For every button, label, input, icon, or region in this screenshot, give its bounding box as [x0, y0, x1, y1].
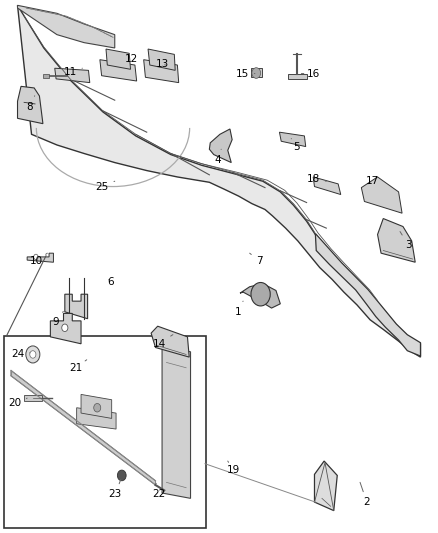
- Circle shape: [30, 351, 36, 358]
- Text: 2: 2: [360, 482, 370, 507]
- Polygon shape: [18, 5, 115, 48]
- Text: 24: 24: [11, 350, 30, 359]
- Text: 4: 4: [215, 149, 221, 165]
- Text: 20: 20: [8, 398, 27, 408]
- Polygon shape: [378, 219, 415, 262]
- Circle shape: [117, 470, 126, 481]
- Polygon shape: [11, 370, 155, 485]
- Text: 25: 25: [95, 181, 115, 191]
- Polygon shape: [313, 177, 341, 195]
- Polygon shape: [18, 5, 420, 357]
- Polygon shape: [162, 346, 191, 498]
- Circle shape: [62, 324, 68, 332]
- Polygon shape: [77, 408, 116, 429]
- Polygon shape: [251, 68, 262, 77]
- Polygon shape: [288, 74, 307, 79]
- Text: 6: 6: [107, 278, 114, 287]
- FancyBboxPatch shape: [4, 336, 206, 528]
- Circle shape: [94, 403, 101, 412]
- Polygon shape: [27, 253, 53, 262]
- Text: 9: 9: [53, 311, 63, 327]
- Text: 14: 14: [152, 335, 173, 349]
- Text: 10: 10: [30, 253, 47, 266]
- Circle shape: [34, 254, 38, 260]
- Polygon shape: [279, 132, 306, 147]
- Polygon shape: [24, 395, 42, 401]
- Text: 16: 16: [301, 69, 320, 78]
- Text: 13: 13: [155, 59, 169, 69]
- Text: 23: 23: [109, 480, 122, 499]
- Circle shape: [252, 68, 261, 78]
- Text: 11: 11: [64, 67, 82, 77]
- Text: 12: 12: [125, 54, 138, 63]
- Polygon shape: [65, 294, 88, 319]
- Text: 15: 15: [236, 69, 255, 78]
- Text: 17: 17: [366, 176, 379, 186]
- Text: 7: 7: [250, 253, 263, 266]
- Polygon shape: [18, 86, 43, 124]
- Polygon shape: [106, 49, 131, 69]
- Text: 3: 3: [400, 231, 412, 250]
- Polygon shape: [315, 233, 420, 356]
- Polygon shape: [144, 60, 179, 83]
- Text: 8: 8: [26, 96, 35, 111]
- Polygon shape: [314, 461, 337, 511]
- Text: 22: 22: [152, 483, 166, 499]
- Polygon shape: [209, 129, 232, 163]
- Polygon shape: [148, 49, 175, 70]
- Text: 1: 1: [234, 301, 243, 317]
- Text: 5: 5: [291, 139, 300, 151]
- Polygon shape: [43, 74, 49, 78]
- Polygon shape: [100, 60, 137, 81]
- Polygon shape: [240, 284, 280, 308]
- Polygon shape: [81, 394, 112, 418]
- Polygon shape: [361, 177, 402, 213]
- Text: 21: 21: [69, 360, 87, 373]
- Circle shape: [26, 346, 40, 363]
- Polygon shape: [50, 313, 81, 344]
- Text: 19: 19: [227, 461, 240, 475]
- Polygon shape: [151, 326, 189, 357]
- Polygon shape: [55, 68, 90, 83]
- Text: 18: 18: [307, 174, 326, 183]
- Circle shape: [251, 282, 270, 306]
